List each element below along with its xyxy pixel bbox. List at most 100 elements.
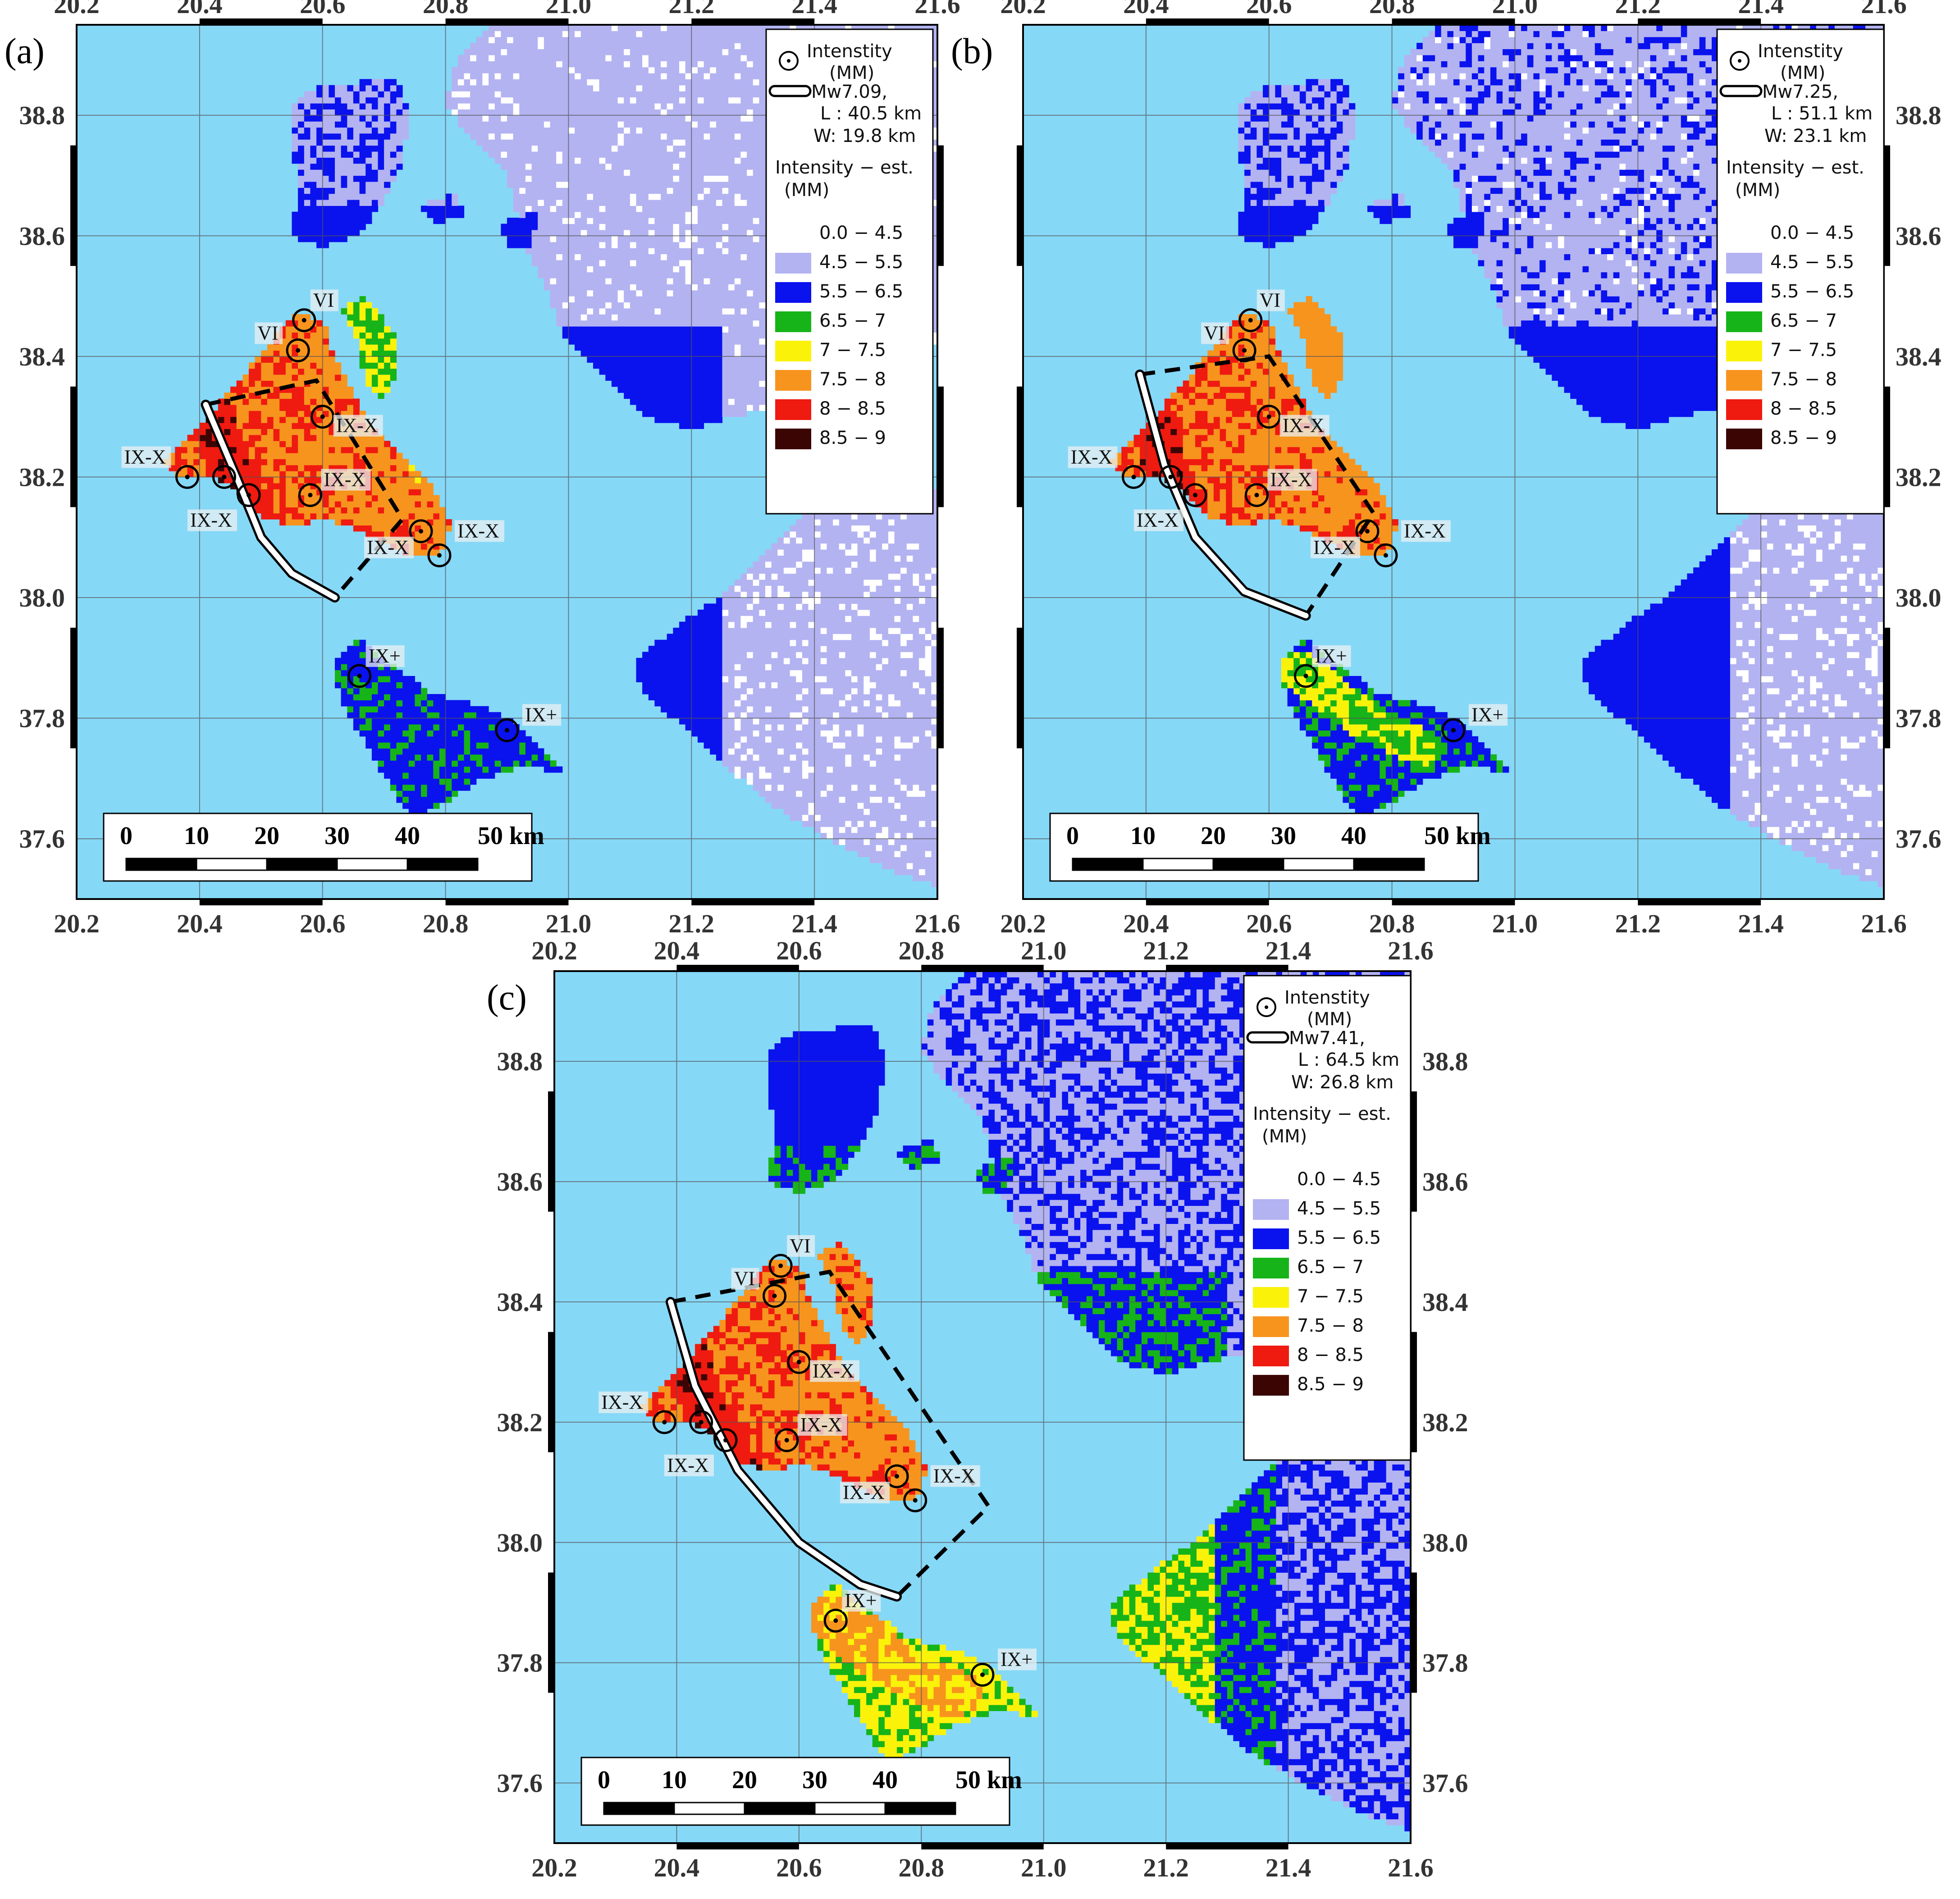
legend-class-label: 5.5 − 6.5	[1297, 1228, 1381, 1248]
y-tick-label-right: 38.8	[1896, 101, 1942, 130]
observation-label-bg	[664, 1454, 714, 1476]
observation-label: IX-X	[1270, 469, 1312, 491]
legend: Intenstity(MM)Mw7.41,L : 64.5 kmW: 26.8 …	[1243, 975, 1412, 1461]
legend-rupture-symbol	[768, 85, 812, 97]
observation-label: IX-X	[124, 446, 166, 468]
y-tick-label-left: 38.2	[497, 1408, 543, 1437]
legend-class-label: 5.5 − 6.5	[1770, 281, 1854, 302]
legend-obs-title: Intenstity	[807, 41, 892, 62]
x-tick-label-bottom: 20.4	[1123, 909, 1169, 938]
legend-rupture-width: W: 26.8 km	[1291, 1072, 1393, 1093]
legend-swatch	[1726, 399, 1762, 420]
y-tick-label-left: 38.6	[19, 221, 65, 251]
x-tick-label-top: 20.8	[1369, 0, 1415, 19]
rupture-trace	[667, 1299, 900, 1599]
legend-rupture-symbol	[1246, 1031, 1289, 1044]
legend-class-label: 7.5 − 8	[1770, 369, 1837, 390]
intensity-observation-marker	[1355, 519, 1380, 543]
legend-rupture-length: L : 51.1 km	[1771, 103, 1873, 124]
x-tick-label-top: 20.2	[54, 0, 100, 19]
scale-bar-label: 30	[802, 1766, 827, 1794]
observation-label-bg	[809, 1360, 859, 1382]
scale-bar-label: 10	[1130, 822, 1156, 850]
observation-label-bg	[333, 415, 383, 437]
scale-bar: 0 10 20 30 40 50 km	[103, 813, 544, 882]
scale-bar-label: 40	[1341, 822, 1366, 850]
observation-label-bg	[797, 1414, 847, 1436]
map-panel-b: 20.2 20.2 20.4 20.4 20.6 20.6 20.8 20.8 21.0 21.0…	[946, 0, 1960, 955]
x-tick-label-bottom: 20.4	[654, 1853, 700, 1882]
observation-label: IX+	[1315, 645, 1347, 667]
observation-label-bg	[1401, 520, 1451, 542]
x-tick-label-bottom: 20.8	[423, 909, 469, 938]
legend-swatch	[1253, 1316, 1289, 1337]
legend-class-label: 8.5 − 9	[819, 428, 886, 448]
intensity-observation-marker	[903, 1488, 927, 1512]
intensity-observation-marker	[689, 1410, 713, 1434]
observation-label-bg	[930, 1465, 980, 1487]
observation-label: IX+	[1001, 1648, 1033, 1670]
intensity-observation-marker	[237, 483, 261, 507]
x-tick-label-bottom: 20.8	[899, 1853, 944, 1882]
map-svg: 20.2 20.2 20.4 20.4 20.6 20.6 20.8 20.8 21.0 21.0…	[5, 0, 960, 938]
scale-bar-label: 0	[598, 1766, 610, 1794]
observation-label-bg	[187, 509, 237, 531]
x-tick-label-top: 21.2	[1143, 936, 1189, 965]
observation-label: VI	[313, 289, 334, 311]
observation-label-bg	[1312, 645, 1351, 667]
legend-swatch	[1253, 1287, 1289, 1308]
intensity-observation-marker	[1122, 465, 1146, 489]
x-tick-label-top: 21.4	[1738, 0, 1784, 19]
legend-class-label: 7.5 − 8	[819, 369, 886, 390]
x-tick-label-bottom: 20.8	[1369, 909, 1415, 938]
legend-class-label: 7 − 7.5	[1297, 1286, 1364, 1307]
legend-class-label: 8 − 8.5	[819, 398, 886, 419]
intensity-observation-marker	[768, 1254, 793, 1278]
y-tick-label-left: 38.8	[19, 101, 65, 130]
x-tick-label-bottom: 20.6	[300, 909, 346, 938]
observation-label-bg	[255, 322, 283, 344]
observation-label: VI	[1260, 289, 1280, 311]
legend-swatch	[775, 253, 811, 274]
observation-label-bg	[522, 704, 561, 726]
x-tick-label-bottom: 20.2	[1000, 909, 1046, 938]
map-panel-c: 20.2 20.2 20.4 20.4 20.6 20.6 20.8 20.8 21.0 21.0…	[478, 936, 1478, 1899]
observation-label: IX-X	[457, 520, 499, 542]
panel-letter: (a)	[5, 32, 45, 71]
rupture-trace	[1137, 372, 1309, 619]
legend: Intenstity(MM)Mw7.25,L : 51.1 kmW: 23.1 …	[1716, 28, 1885, 515]
x-tick-label-top: 21.6	[1388, 936, 1434, 965]
legend-est-title: Intensity − est.	[1253, 1104, 1391, 1124]
observation-label-bg	[787, 1235, 815, 1257]
legend-swatch	[775, 341, 811, 361]
x-tick-label-top: 21.6	[914, 0, 960, 19]
x-tick-label-bottom: 21.6	[1861, 909, 1907, 938]
legend-swatch	[1726, 311, 1762, 332]
y-tick-label-right: 38.4	[1422, 1287, 1468, 1317]
x-tick-label-top: 21.6	[1861, 0, 1907, 19]
x-tick-label-bottom: 20.2	[531, 1853, 577, 1882]
x-tick-label-top: 21.0	[1492, 0, 1538, 19]
x-tick-label-bottom: 21.2	[669, 909, 715, 938]
y-tick-label-left: 38.4	[497, 1287, 543, 1317]
x-tick-label-top: 20.6	[300, 0, 346, 19]
observation-label: IX-X	[843, 1481, 885, 1503]
observation-label: IX+	[525, 703, 557, 726]
y-tick-label-right: 38.8	[1422, 1047, 1468, 1076]
scale-bar: 0 10 20 30 40 50 km	[1049, 813, 1491, 882]
legend-swatch	[1253, 1228, 1289, 1249]
x-tick-label-top: 20.6	[776, 936, 822, 965]
legend-swatch	[1253, 1258, 1289, 1278]
observation-label: IX-X	[190, 509, 232, 531]
legend: Intenstity(MM)Mw7.09,L : 40.5 kmW: 19.8 …	[765, 28, 934, 515]
x-tick-label-top: 21.0	[546, 0, 592, 19]
observation-label: IX-X	[367, 536, 409, 558]
x-tick-label-bottom: 20.6	[1246, 909, 1292, 938]
intensity-observation-marker	[427, 543, 452, 567]
scale-bar-label: 20	[254, 822, 279, 850]
x-tick-label-bottom: 21.6	[1388, 1853, 1434, 1882]
scale-bar-label: 50 km	[955, 1766, 1022, 1794]
legend-swatch	[1726, 253, 1762, 274]
observation-label-bg	[998, 1648, 1037, 1671]
y-tick-label-right: 37.8	[1896, 704, 1942, 733]
